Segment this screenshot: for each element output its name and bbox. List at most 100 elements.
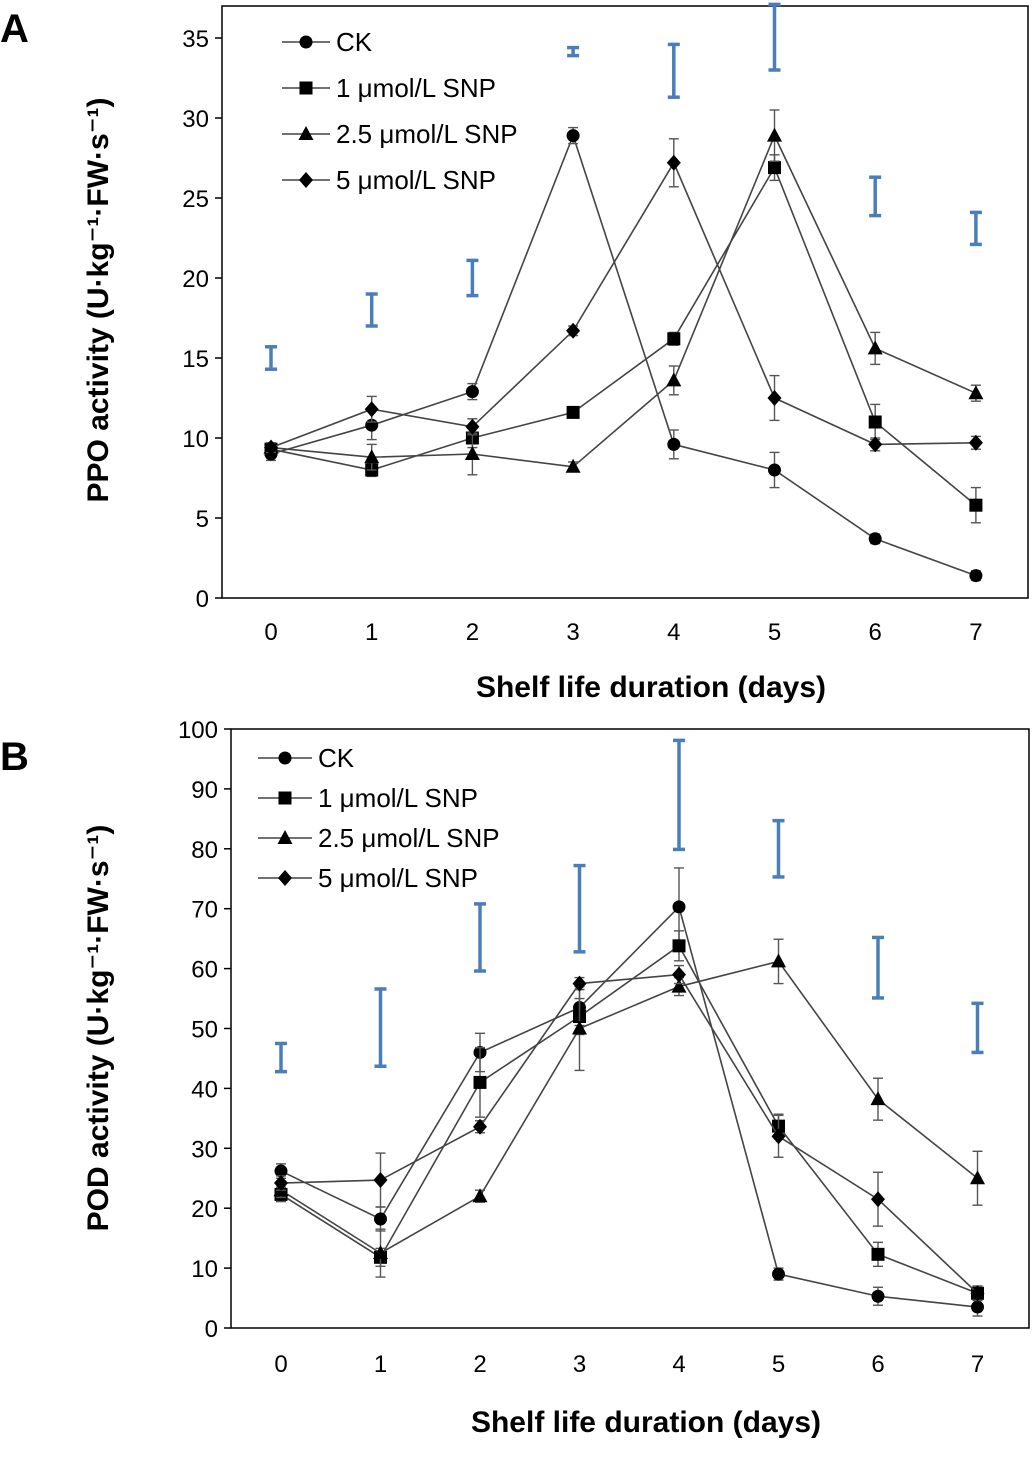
legend-item: 1 μmol/L SNP (282, 73, 496, 103)
data-point (274, 1164, 288, 1178)
x-tick-label: 6 (871, 1351, 884, 1378)
legend-label: CK (318, 743, 355, 773)
y-tick-label: 25 (182, 186, 209, 213)
data-point (565, 458, 581, 473)
series-2-5-mol-l-snp (263, 109, 984, 476)
x-tick-label: 0 (274, 1351, 287, 1378)
y-tick-label: 10 (191, 1256, 218, 1283)
legend: CK 1 μmol/L SNP 2.5 μmol/L SNP 5 μmol/L SNP (282, 27, 518, 195)
series-line (280, 973, 979, 1294)
series-2-5-mol-l-snp (273, 938, 985, 1278)
series-line (280, 905, 978, 1308)
y-tick-label: 35 (182, 26, 209, 53)
x-axis-ticks: 0 1 2 3 4 5 6 7 (264, 619, 982, 646)
y-tick-label: 30 (182, 106, 209, 133)
panel-label-b: B (0, 735, 29, 779)
series-layer (263, 109, 984, 583)
data-point (566, 129, 580, 143)
series-1-mol-l-snp (264, 154, 983, 524)
legend-label: 1 μmol/L SNP (336, 73, 496, 103)
legend-label: CK (336, 27, 373, 57)
legend-marker (278, 751, 292, 765)
legend-marker (278, 791, 292, 805)
series-line (270, 133, 977, 468)
data-point (970, 1170, 985, 1185)
data-point (870, 1091, 886, 1106)
data-point (871, 1191, 885, 1208)
x-tick-label: 4 (672, 1351, 685, 1378)
data-point (871, 1247, 885, 1261)
data-point (767, 390, 782, 406)
data-point (767, 127, 782, 142)
legend-item: CK (258, 743, 355, 773)
x-tick-label: 0 (264, 619, 277, 646)
y-tick-label: 90 (191, 777, 218, 804)
series-5-mol-l-snp (274, 964, 985, 1302)
data-point (868, 415, 882, 429)
legend-item: 5 μmol/L SNP (282, 165, 496, 195)
data-point (667, 332, 681, 346)
x-tick-label: 3 (573, 1351, 586, 1378)
data-point (572, 975, 587, 992)
data-point (672, 939, 686, 953)
data-point (373, 1245, 388, 1260)
panel-b: B 0 10 20 30 40 50 60 70 80 90 100 0 1 2 3 4 5 6 7 CK 1 μm… (0, 717, 1030, 1439)
y-tick-label: 50 (191, 1017, 218, 1044)
legend-item: 2.5 μmol/L SNP (258, 823, 500, 853)
y-tick-label: 20 (191, 1196, 218, 1223)
y-tick-label: 0 (205, 1316, 218, 1343)
data-point (672, 966, 686, 983)
x-tick-label: 1 (365, 619, 378, 646)
data-point (672, 900, 686, 914)
y-tick-label: 10 (182, 426, 209, 453)
x-axis-ticks: 0 1 2 3 4 5 6 7 (274, 1351, 984, 1378)
data-point (566, 405, 580, 419)
panel-a: A 0 5 10 15 20 25 30 35 0 1 2 3 4 5 6 7 CK 1 μmol/L SNP… (0, 2, 1029, 704)
series-line (270, 165, 977, 506)
y-axis-ticks: 0 5 10 15 20 25 30 35 (182, 26, 222, 613)
legend-marker (299, 81, 313, 95)
data-point (868, 436, 883, 453)
x-tick-label: 7 (969, 619, 982, 646)
data-point (465, 385, 479, 399)
y-tick-label: 20 (182, 266, 209, 293)
data-point (771, 953, 786, 968)
legend-marker (277, 830, 293, 844)
legend-marker (298, 126, 314, 140)
data-point (572, 1020, 587, 1035)
legend-label: 5 μmol/L SNP (318, 863, 478, 893)
x-tick-label: 5 (768, 619, 781, 646)
data-point (768, 161, 781, 175)
data-point (771, 1128, 786, 1145)
x-tick-label: 1 (374, 1351, 387, 1378)
panel-label-a: A (0, 7, 29, 51)
data-point (971, 1300, 984, 1314)
y-tick-label: 5 (196, 506, 209, 533)
data-point (867, 340, 883, 355)
legend-marker (299, 35, 313, 49)
y-tick-label: 15 (182, 346, 209, 373)
series-layer (273, 867, 985, 1317)
data-point (473, 1118, 487, 1135)
data-point (969, 498, 983, 512)
legend-item: 1 μmol/L SNP (258, 783, 478, 813)
data-point (968, 434, 983, 451)
plot-area-frame (221, 5, 1029, 599)
data-point (970, 1285, 985, 1302)
data-point (364, 449, 380, 464)
data-point (465, 418, 480, 435)
data-point (374, 1212, 387, 1226)
lsd-bars (275, 738, 984, 1074)
data-point (772, 1267, 785, 1281)
y-tick-label: 0 (196, 586, 209, 613)
y-tick-label: 70 (191, 897, 218, 924)
series-5-mol-l-snp (264, 138, 983, 456)
data-point (373, 1172, 388, 1189)
legend-label: 1 μmol/L SNP (318, 783, 478, 813)
y-tick-label: 100 (178, 717, 218, 744)
x-tick-label: 5 (772, 1351, 785, 1378)
legend-label: 2.5 μmol/L SNP (318, 823, 500, 853)
data-point (666, 372, 682, 387)
data-point (871, 1289, 885, 1303)
